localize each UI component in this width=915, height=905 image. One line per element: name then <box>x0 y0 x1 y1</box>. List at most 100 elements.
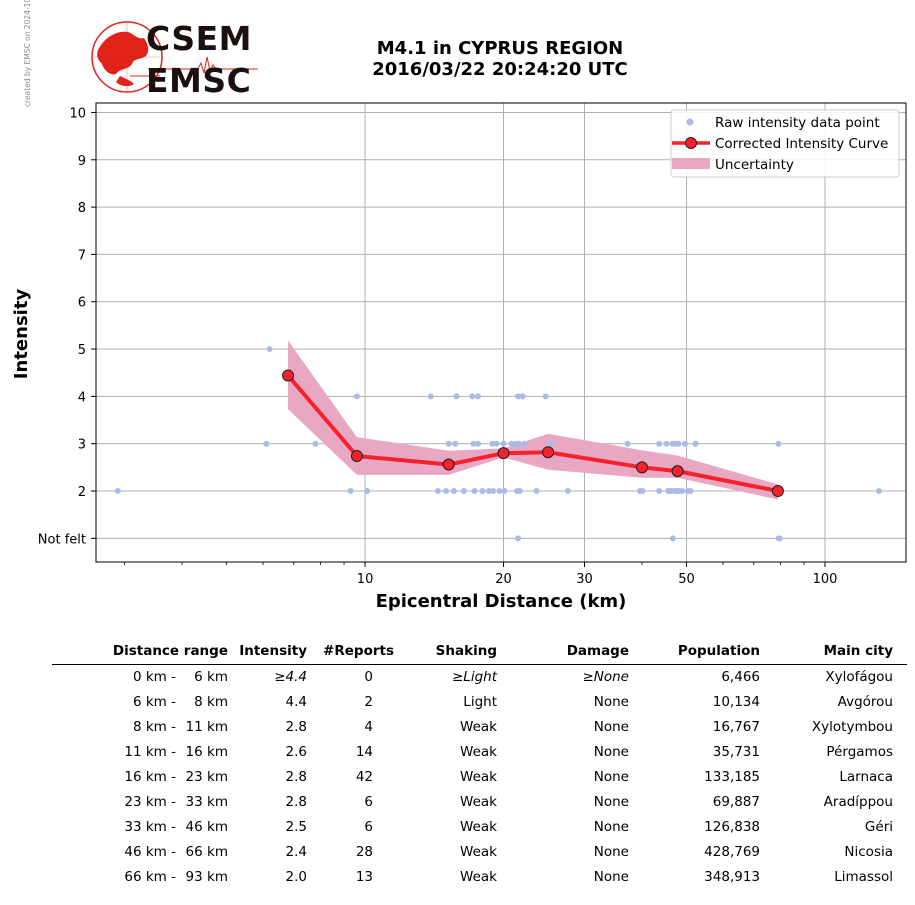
legend-uncertainty-label: Uncertainty <box>715 157 794 173</box>
cell-distance-from: 23 km - <box>124 794 176 810</box>
raw-data-point <box>474 440 481 447</box>
table-row: 8 km - 11 km 2.8 4 Weak None 16,767 Xylotymbou <box>52 715 907 740</box>
raw-data-point <box>508 440 515 447</box>
x-tick-label: 30 <box>576 572 593 587</box>
y-tick-label: 10 <box>69 106 86 121</box>
cell-intensity: ≥4.4 <box>274 669 307 685</box>
y-tick-label: Not felt <box>38 532 86 547</box>
cell-intensity: 2.6 <box>285 744 307 760</box>
cell-distance-to: 16 km <box>185 744 228 760</box>
raw-data-point <box>312 440 319 447</box>
cell-damage: None <box>593 769 629 785</box>
raw-data-point <box>450 488 457 495</box>
raw-data-point <box>500 440 507 447</box>
raw-data-point <box>533 488 540 495</box>
cell-distance-to: 23 km <box>185 769 228 785</box>
title-event: M4.1 in CYPRUS REGION <box>376 38 624 59</box>
raw-data-point <box>490 488 497 495</box>
raw-data-point <box>679 488 686 495</box>
raw-data-point <box>486 488 493 495</box>
intensity-chart: 10 20 30 50 100 Not felt 2 3 4 5 6 7 8 9 10 Epicentral… <box>11 102 907 612</box>
cell-distance-to: 93 km <box>185 869 228 885</box>
x-tick-label: 10 <box>357 572 374 587</box>
cell-city: Aradíppou <box>823 794 893 810</box>
raw-data-point <box>639 488 646 495</box>
grid-lines <box>96 103 906 562</box>
cell-reports: 6 <box>364 819 373 835</box>
raw-data-point <box>501 488 508 495</box>
cell-city: Xylofágou <box>825 669 893 685</box>
raw-data-point <box>775 440 782 447</box>
x-axis-label: Epicentral Distance (km) <box>376 591 627 612</box>
raw-data-point <box>656 440 663 447</box>
cell-reports: 6 <box>364 794 373 810</box>
raw-data-point <box>471 488 478 495</box>
cell-reports: 2 <box>364 694 373 710</box>
raw-data-point <box>364 488 371 495</box>
cell-distance-from: 0 km - <box>132 669 176 685</box>
column-header: Population <box>677 643 760 659</box>
y-tick-label: 7 <box>78 248 86 263</box>
cell-city: Larnaca <box>839 769 893 785</box>
title-datetime: 2016/03/22 20:24:20 UTC <box>372 59 628 80</box>
column-header: Damage <box>566 643 629 659</box>
table-row: 23 km - 33 km 2.8 6 Weak None 69,887 Aradíppou <box>52 790 907 815</box>
cell-population: 16,767 <box>712 719 760 735</box>
cell-distance-to: 8 km <box>194 694 228 710</box>
cell-intensity: 2.0 <box>285 869 307 885</box>
cell-reports: 0 <box>364 669 373 685</box>
raw-data-point <box>445 440 452 447</box>
curve-point <box>350 450 363 463</box>
cell-city: Xylotymbou <box>811 719 893 735</box>
y-tick-label: 4 <box>78 390 86 405</box>
legend-uncertainty-swatch <box>672 158 710 169</box>
cell-shaking: Light <box>463 694 497 710</box>
emsc-logo: CSEM EMSC <box>88 17 258 100</box>
raw-data-point <box>347 488 354 495</box>
cell-distance-to: 66 km <box>185 844 228 860</box>
cell-shaking: Weak <box>460 844 497 860</box>
x-tick-label: 100 <box>813 572 838 587</box>
raw-points <box>114 346 882 542</box>
cell-intensity: 2.8 <box>285 719 307 735</box>
raw-data-point <box>656 488 663 495</box>
cell-city: Avgórou <box>837 694 893 710</box>
curve-point <box>671 465 684 478</box>
curve-point <box>282 369 295 382</box>
cell-intensity: 2.8 <box>285 794 307 810</box>
cell-reports: 28 <box>355 844 373 860</box>
intensity-curve <box>282 369 784 498</box>
y-tick-label: 5 <box>78 343 86 358</box>
raw-data-point <box>514 535 521 542</box>
legend: Raw intensity data point Corrected Inten… <box>670 109 900 178</box>
x-tick-label: 20 <box>495 572 512 587</box>
y-tick-label: 6 <box>78 296 86 311</box>
cell-population: 428,769 <box>704 844 760 860</box>
raw-data-point <box>470 440 477 447</box>
x-tick-label: 50 <box>678 572 695 587</box>
logo-text-bottom: EMSC <box>146 61 252 100</box>
y-axis-label: Intensity <box>11 289 32 380</box>
raw-data-point <box>687 488 694 495</box>
raw-data-point <box>663 440 670 447</box>
raw-data-point <box>469 393 476 400</box>
legend-curve-marker <box>685 137 697 149</box>
cell-population: 69,887 <box>712 794 760 810</box>
cell-distance-from: 66 km - <box>124 869 176 885</box>
raw-data-point <box>624 440 631 447</box>
chart-title: M4.1 in CYPRUS REGION 2016/03/22 20:24:2… <box>300 38 700 80</box>
y-tick-label: 9 <box>78 154 86 169</box>
cell-intensity: 2.5 <box>285 819 307 835</box>
raw-data-point <box>681 440 688 447</box>
raw-data-point <box>514 393 521 400</box>
raw-data-point <box>263 440 270 447</box>
axis-ticks: 10 20 30 50 100 Not felt 2 3 4 5 6 7 8 9 10 <box>38 106 838 587</box>
cell-distance-to: 33 km <box>185 794 228 810</box>
raw-data-point <box>776 535 783 542</box>
cell-shaking: Weak <box>460 719 497 735</box>
cell-distance-from: 16 km - <box>124 769 176 785</box>
cell-shaking: Weak <box>460 794 497 810</box>
legend-curve-label: Corrected Intensity Curve <box>715 136 888 152</box>
cell-intensity: 2.8 <box>285 769 307 785</box>
cell-damage: None <box>593 794 629 810</box>
